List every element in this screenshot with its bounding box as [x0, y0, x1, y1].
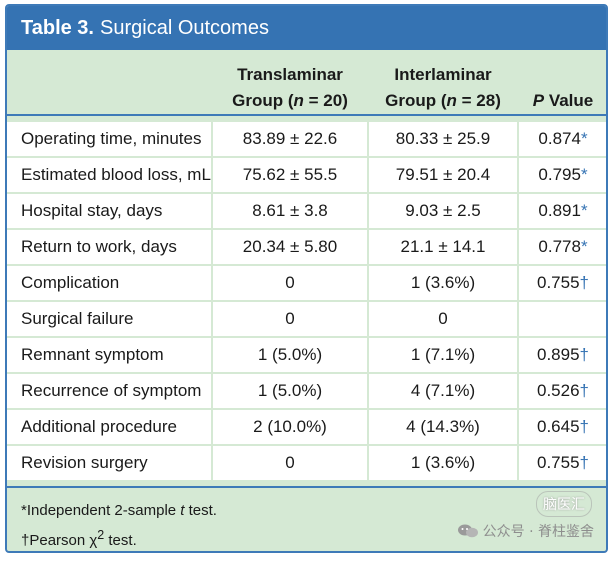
table-row: Remnant symptom 1 (5.0%) 1 (7.1%) 0.895†: [7, 338, 606, 374]
p-value-test-mark: †: [579, 381, 589, 400]
table-row: Revision surgery 0 1 (3.6%) 0.755†: [7, 446, 606, 482]
wechat-icon: [457, 524, 478, 538]
footnote-t-test: *Independent 2-sample t test.: [21, 502, 217, 519]
cell-p-value: 0.874*: [519, 122, 606, 156]
row-divider: [7, 372, 606, 374]
header-translaminar: Translaminar Group (n = 20): [213, 62, 367, 114]
table-title-bar: Table 3. Surgical Outcomes: [7, 6, 606, 50]
watermark-logo-text: 脑医汇: [536, 491, 592, 517]
row-divider: [7, 300, 606, 302]
cell-p-value: 0.645†: [519, 410, 606, 444]
row-label: Complication: [21, 273, 120, 292]
row-divider: [7, 336, 606, 338]
row-divider: [7, 192, 606, 194]
cell-interlaminar: 21.1 ± 14.1: [400, 237, 486, 256]
p-value-test-mark: †: [579, 345, 589, 364]
p-value-test-mark: †: [579, 453, 589, 472]
cell-interlaminar: 1 (3.6%): [410, 453, 476, 472]
table-row: Surgical failure 0 0: [7, 302, 606, 338]
row-label: Recurrence of symptom: [21, 381, 202, 400]
row-divider: [7, 264, 606, 266]
table-title-number: Table 3.: [21, 16, 94, 39]
cell-p-value: 0.895†: [519, 338, 606, 372]
p-value-test-mark: *: [580, 165, 588, 184]
p-value-test-mark: *: [580, 237, 588, 256]
cell-interlaminar: 4 (7.1%): [410, 381, 476, 400]
row-label: Estimated blood loss, mL: [21, 165, 211, 184]
row-divider: [7, 408, 606, 410]
cell-translaminar: 0: [285, 453, 295, 472]
row-divider: [7, 480, 606, 482]
header-interlaminar: Interlaminar Group (n = 28): [369, 62, 517, 114]
cell-translaminar: 1 (5.0%): [257, 345, 323, 364]
footnote-chi-square: †Pearson χ2 test.: [21, 528, 137, 549]
p-value-test-mark: †: [579, 417, 589, 436]
cell-translaminar: 0: [285, 309, 295, 328]
row-label: Remnant symptom: [21, 345, 164, 364]
table-row: Operating time, minutes 83.89 ± 22.6 80.33…: [7, 122, 606, 158]
table-row: Return to work, days 20.34 ± 5.80 21.1 ± 1…: [7, 230, 606, 266]
row-label: Return to work, days: [21, 237, 177, 256]
cell-interlaminar: 9.03 ± 2.5: [405, 201, 481, 220]
cell-interlaminar: 0: [438, 309, 448, 328]
header-interlaminar-line2: Group (n = 28): [385, 91, 501, 110]
table-body: Operating time, minutes 83.89 ± 22.6 80.33…: [7, 122, 606, 486]
p-value-number: 0.895: [536, 345, 580, 364]
p-value-test-mark: †: [579, 273, 589, 292]
p-value-number: 0.891: [538, 201, 581, 220]
p-value-number: 0.755: [536, 273, 580, 292]
header-interlaminar-line1: Interlaminar: [394, 65, 492, 84]
table-row: Complication 0 1 (3.6%) 0.755†: [7, 266, 606, 302]
table-header: Translaminar Group (n = 20) Interlaminar…: [7, 50, 606, 116]
p-value-number: 0.795: [538, 165, 581, 184]
row-label: Hospital stay, days: [21, 201, 163, 220]
watermark: 脑医汇 公众号 · 脊柱鉴舍: [457, 491, 594, 541]
cell-interlaminar: 79.51 ± 20.4: [395, 165, 491, 184]
cell-p-value: 0.526†: [519, 374, 606, 408]
cell-translaminar: 2 (10.0%): [253, 417, 327, 436]
table-row: Hospital stay, days 8.61 ± 3.8 9.03 ± 2.5 0…: [7, 194, 606, 230]
p-value-test-mark: *: [580, 201, 588, 220]
cell-translaminar: 1 (5.0%): [257, 381, 323, 400]
cell-p-value: 0.755†: [519, 266, 606, 300]
table-row: Recurrence of symptom 1 (5.0%) 4 (7.1%) 0.5…: [7, 374, 606, 410]
p-value-number: 0.526: [536, 381, 580, 400]
cell-p-value: 0.755†: [519, 446, 606, 480]
header-translaminar-line2: Group (n = 20): [232, 91, 348, 110]
table-footnotes: *Independent 2-sample t test. †Pearson χ…: [7, 486, 606, 551]
cell-translaminar: 8.61 ± 3.8: [252, 201, 328, 220]
header-translaminar-line1: Translaminar: [237, 65, 343, 84]
table-row: Additional procedure 2 (10.0%) 4 (14.3%) 0.…: [7, 410, 606, 446]
row-divider: [7, 156, 606, 158]
table-title-text: Surgical Outcomes: [100, 16, 269, 39]
table-frame: Table 3. Surgical Outcomes Translaminar …: [5, 4, 608, 553]
header-p-value: P Value: [532, 91, 594, 110]
cell-interlaminar: 1 (7.1%): [410, 345, 476, 364]
cell-translaminar: 20.34 ± 5.80: [242, 237, 338, 256]
cell-translaminar: 83.89 ± 22.6: [242, 129, 338, 148]
row-label: Operating time, minutes: [21, 129, 202, 148]
cell-interlaminar: 4 (14.3%): [406, 417, 480, 436]
cell-p-value: [519, 302, 606, 336]
watermark-text: 公众号 · 脊柱鉴舍: [482, 524, 594, 540]
p-value-number: 0.874: [538, 129, 581, 148]
cell-interlaminar: 80.33 ± 25.9: [395, 129, 491, 148]
cell-interlaminar: 1 (3.6%): [410, 273, 476, 292]
row-label: Surgical failure: [21, 309, 134, 328]
cell-p-value: 0.778*: [519, 230, 606, 264]
cell-p-value: 0.891*: [519, 194, 606, 228]
row-divider: [7, 228, 606, 230]
p-value-number: 0.645: [536, 417, 580, 436]
cell-translaminar: 0: [285, 273, 295, 292]
p-value-test-mark: *: [580, 129, 588, 148]
p-value-number: 0.755: [536, 453, 580, 472]
row-label: Additional procedure: [21, 417, 177, 436]
row-divider: [7, 444, 606, 446]
cell-p-value: 0.795*: [519, 158, 606, 192]
cell-translaminar: 75.62 ± 55.5: [242, 165, 338, 184]
row-label: Revision surgery: [21, 453, 148, 472]
p-value-number: 0.778: [538, 237, 581, 256]
table-row: Estimated blood loss, mL 75.62 ± 55.5 79.5…: [7, 158, 606, 194]
